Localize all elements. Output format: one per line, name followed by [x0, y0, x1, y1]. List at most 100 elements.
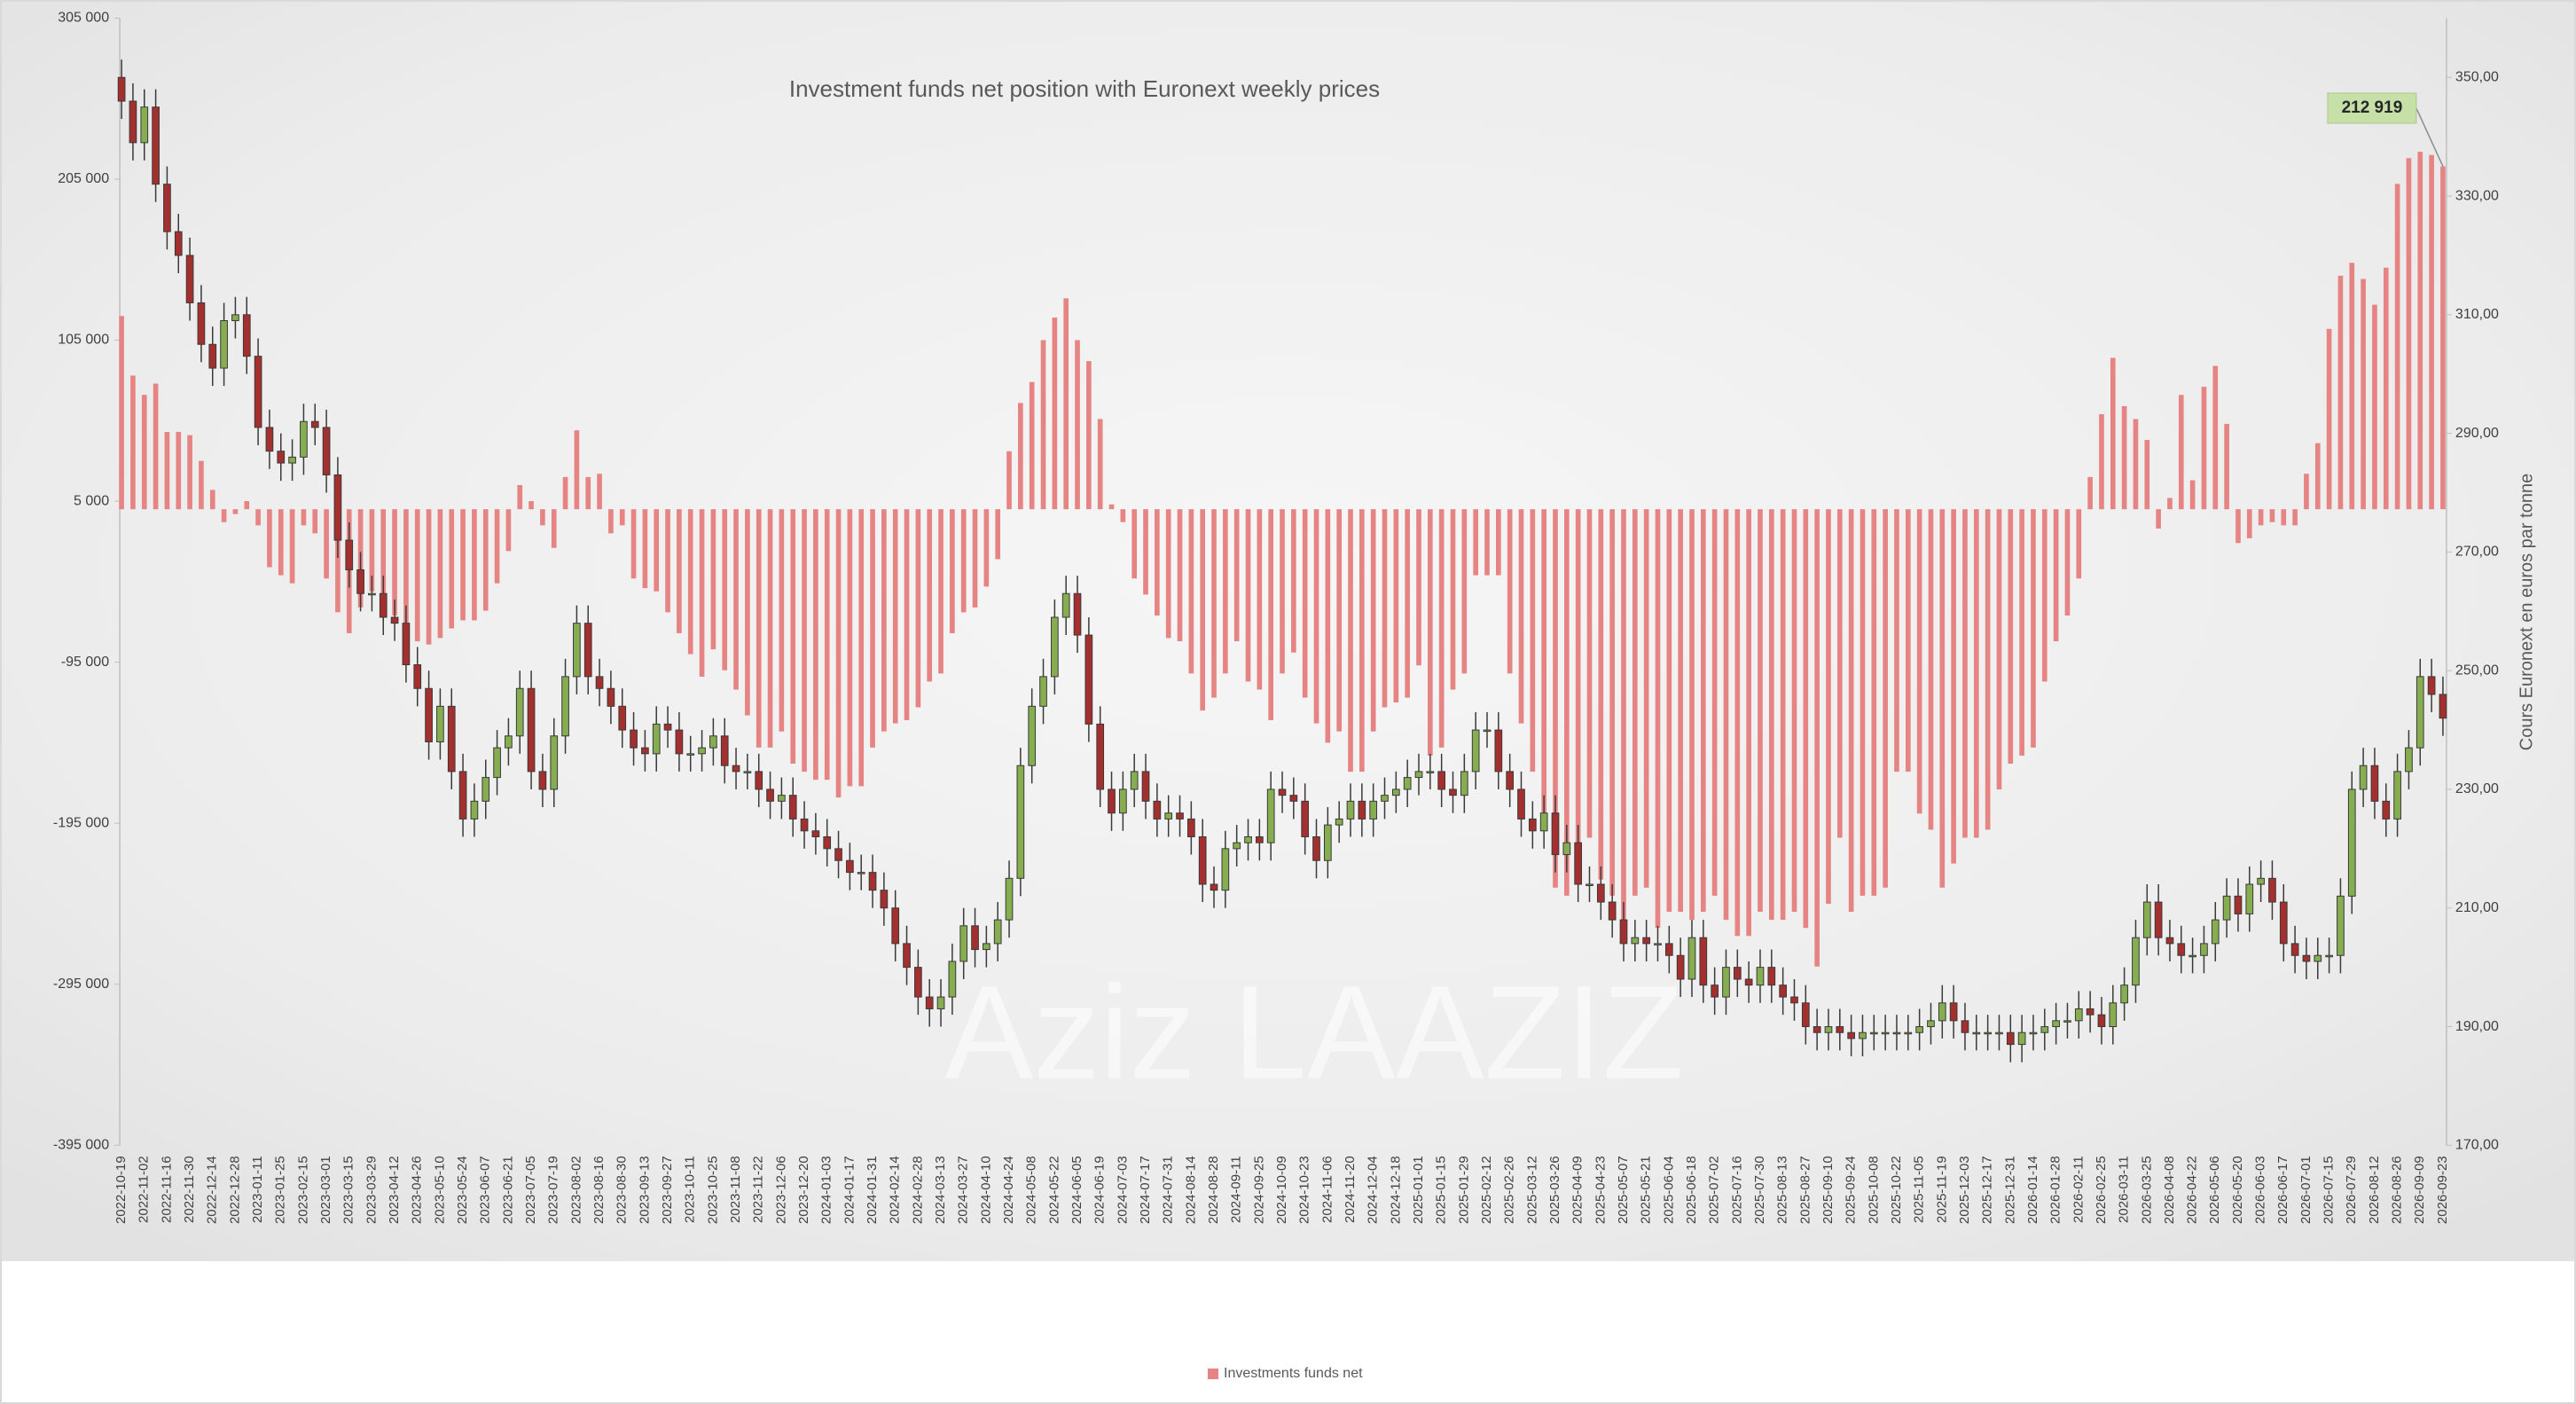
candle-body: [425, 687, 433, 742]
x-tick-label: 2026-08-26: [2390, 1156, 2405, 1224]
candle-body: [1938, 1002, 1946, 1022]
bar: [972, 509, 978, 608]
candle-body: [1369, 800, 1378, 820]
candle-body: [720, 735, 729, 766]
x-tick-label: 2024-09-25: [1251, 1156, 1266, 1224]
x-tick-label: 2024-08-14: [1183, 1156, 1198, 1224]
bar: [380, 509, 387, 600]
candle-body: [2359, 765, 2368, 790]
candle-body: [1904, 1031, 1913, 1035]
candle-body: [903, 943, 911, 969]
bar: [585, 476, 591, 510]
watermark: Aziz LAAZIZ: [944, 958, 1684, 1107]
bar: [813, 509, 818, 780]
candle-body: [1210, 883, 1218, 891]
x-tick-label: 2023-09-13: [637, 1156, 652, 1224]
y2-tick-label: 190,00: [2455, 1019, 2499, 1034]
x-tick-label: 2025-05-07: [1616, 1156, 1631, 1224]
x-tick-label: 2025-03-12: [1524, 1156, 1539, 1224]
bar: [1006, 451, 1012, 510]
bar: [472, 509, 477, 621]
candle-body: [1961, 1020, 1969, 1033]
bar: [1428, 509, 1433, 756]
candle-body: [1984, 1031, 1992, 1035]
bar: [892, 509, 898, 724]
candle-body: [1028, 705, 1037, 766]
x-tick-label: 2022-12-14: [205, 1156, 220, 1224]
candle-body: [2006, 1031, 2015, 1046]
x-tick-label: 2026-04-22: [2185, 1156, 2200, 1224]
x-tick-label: 2023-04-26: [410, 1156, 425, 1224]
x-tick-label: 2024-05-22: [1046, 1156, 1061, 1224]
x-tick-label: 2022-11-02: [137, 1156, 152, 1223]
bar: [1370, 509, 1376, 732]
bar: [130, 375, 136, 510]
bar: [2121, 405, 2127, 510]
bar: [2314, 443, 2321, 510]
x-tick-label: 2025-10-22: [1889, 1156, 1904, 1224]
candle-body: [2017, 1031, 2026, 1046]
x-tick-label: 2024-06-19: [1092, 1156, 1108, 1224]
candle-body: [2347, 788, 2356, 897]
candle-body: [914, 967, 922, 998]
x-tick-label: 2023-08-30: [615, 1156, 630, 1224]
bar: [1655, 509, 1661, 929]
bar: [289, 509, 295, 584]
x-tick-label: 2024-11-20: [1343, 1156, 1358, 1223]
candle-body: [300, 420, 308, 458]
candle-body: [1972, 1031, 1981, 1035]
bar: [2144, 440, 2150, 510]
candle-body: [1061, 592, 1070, 618]
candle-body: [2268, 877, 2276, 903]
bar: [2076, 509, 2082, 579]
bar: [881, 509, 887, 732]
bar: [790, 509, 796, 765]
x-tick-label: 2023-02-15: [295, 1156, 310, 1224]
candle-body: [1414, 771, 1423, 779]
x-tick-label: 2023-12-06: [773, 1156, 788, 1224]
bar: [1848, 509, 1854, 913]
bar: [2394, 184, 2400, 510]
x-tick-label: 2025-12-31: [2002, 1156, 2017, 1224]
candle-body: [778, 795, 786, 802]
bar: [1120, 509, 1126, 522]
candle-body: [1847, 1031, 1855, 1039]
candle-body: [948, 961, 957, 998]
bar: [517, 484, 523, 510]
bar: [2281, 509, 2287, 526]
candle-body: [971, 925, 979, 951]
candle-body: [1767, 967, 1776, 986]
candle-body: [2302, 954, 2311, 962]
x-tick-label: 2022-11-16: [159, 1156, 174, 1223]
bar: [1131, 509, 1138, 579]
bar: [1257, 509, 1263, 690]
bar: [1996, 509, 2002, 790]
bar: [369, 509, 375, 592]
candle-body: [322, 427, 331, 475]
x-tick-label: 2025-05-21: [1639, 1156, 1654, 1224]
bar: [835, 509, 842, 798]
candle-body: [2382, 800, 2391, 820]
bar: [1666, 509, 1672, 913]
x-tick-label: 2024-03-27: [956, 1156, 971, 1224]
bar: [1336, 509, 1343, 732]
candle-body: [1233, 842, 1241, 850]
candle-body: [1244, 835, 1252, 843]
candle-body: [310, 420, 319, 428]
candle-body: [197, 302, 206, 345]
bar: [608, 509, 614, 534]
candle-body: [630, 729, 638, 749]
bar: [1575, 509, 1581, 872]
candle-body: [618, 705, 627, 731]
candle-body: [2257, 877, 2265, 885]
candle-body: [1039, 676, 1047, 707]
candle-body: [857, 872, 865, 875]
candle-body: [1130, 771, 1139, 790]
candle-body: [1187, 818, 1195, 837]
candle-body: [1711, 984, 1719, 998]
candle-body: [936, 996, 945, 1009]
bar: [802, 509, 807, 773]
y2-tick-label: 290,00: [2455, 426, 2499, 441]
bar: [2167, 498, 2173, 510]
